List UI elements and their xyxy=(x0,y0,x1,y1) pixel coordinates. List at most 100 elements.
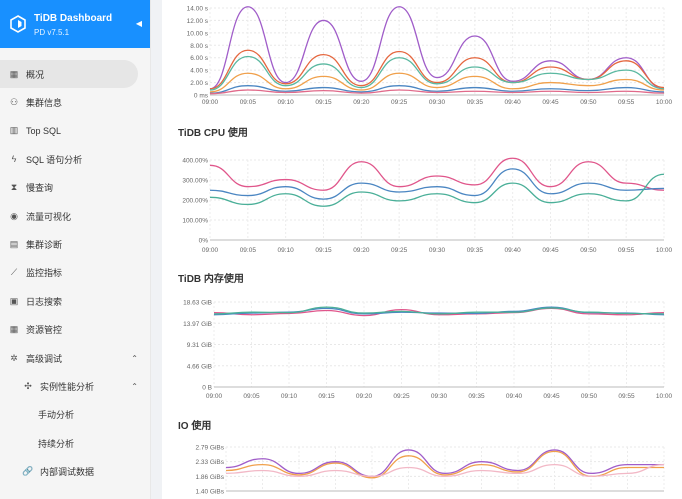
x-tick-label: 09:20 xyxy=(353,247,370,254)
x-tick-label: 09:25 xyxy=(391,247,408,254)
x-tick-label: 09:40 xyxy=(505,99,522,106)
sidebar-item-key-visualizer[interactable]: ◉ 流量可视化 xyxy=(0,202,150,230)
y-tick-label: 0% xyxy=(199,238,209,245)
x-tick-label: 09:45 xyxy=(543,393,560,400)
x-tick-label: 09:15 xyxy=(315,99,332,106)
sidebar-item-advanced-debug[interactable]: ✲ 高级调试 ⌃ xyxy=(0,344,150,372)
x-tick-label: 09:10 xyxy=(278,99,295,106)
y-tick-label: 0 B xyxy=(202,385,212,392)
sidebar-item-label: 概况 xyxy=(26,69,45,80)
series-line xyxy=(209,157,665,191)
series-line xyxy=(209,72,665,93)
x-tick-label: 09:30 xyxy=(431,393,448,400)
x-tick-label: 10:00 xyxy=(656,99,673,106)
y-tick-label: 2.33 GiBs xyxy=(195,459,224,466)
y-tick-label: 8.00 s xyxy=(190,43,208,50)
sidebar-item-label: 集群信息 xyxy=(26,98,63,109)
settings-icon: ✣ xyxy=(24,380,32,391)
resource-icon: ▦ xyxy=(9,324,19,335)
sidebar-item-diagnose[interactable]: ▤ 集群诊断 xyxy=(0,230,150,258)
tidb-logo-icon xyxy=(10,15,26,33)
cluster-icon: ⚇ xyxy=(9,97,19,108)
series-line xyxy=(213,307,665,317)
x-tick-label: 09:10 xyxy=(278,247,295,254)
series-line xyxy=(209,55,665,91)
y-tick-label: 400.00% xyxy=(182,158,208,165)
series-line xyxy=(225,463,665,477)
sidebar-item-instance-profiling[interactable]: ✣ 实例性能分析 ⌃ xyxy=(0,372,150,400)
sidebar: TiDB Dashboard PD v7.5.1 ◀ ▦ 概况 ⚇ 集群信息 ▥ To… xyxy=(0,0,151,499)
x-tick-label: 09:35 xyxy=(467,99,484,106)
brand-version: PD v7.5.1 xyxy=(34,28,70,37)
sidebar-item-label: 资源管控 xyxy=(26,325,63,336)
x-tick-label: 09:05 xyxy=(240,99,257,106)
x-tick-label: 10:00 xyxy=(656,393,673,400)
sidebar-item-label: SQL 语句分析 xyxy=(26,154,83,165)
document-icon: ▤ xyxy=(9,239,19,250)
collapse-sidebar-icon[interactable]: ◀ xyxy=(135,19,142,28)
series-line xyxy=(225,449,664,477)
brand-header: TiDB Dashboard PD v7.5.1 ◀ xyxy=(0,0,150,48)
x-tick-label: 09:15 xyxy=(315,247,332,254)
series-line xyxy=(209,168,665,200)
main-content: TiDB CPU 使用 TiDB 内存使用 IO 使用 14.00 s 12.00… xyxy=(162,0,682,499)
y-tick-label: 0 ms xyxy=(194,93,209,100)
x-tick-label: 09:55 xyxy=(618,99,635,106)
chart-title-memory: TiDB 内存使用 xyxy=(178,274,244,285)
log-icon: ▣ xyxy=(9,295,19,306)
x-tick-label: 09:00 xyxy=(202,99,219,106)
x-tick-label: 09:05 xyxy=(240,247,257,254)
link-icon: 🔗 xyxy=(22,466,34,477)
sidebar-item-label: Top SQL xyxy=(26,125,62,136)
sidebar-item-log-search[interactable]: ▣ 日志搜索 xyxy=(0,287,150,315)
sidebar-item-label: 高级调试 xyxy=(26,353,63,364)
x-tick-label: 09:50 xyxy=(581,393,598,400)
x-tick-label: 09:20 xyxy=(353,99,370,106)
x-tick-label: 10:00 xyxy=(656,247,673,254)
y-tick-label: 10.00 s xyxy=(187,30,209,37)
x-tick-label: 09:10 xyxy=(281,393,298,400)
sidebar-item-label: 集群诊断 xyxy=(26,240,63,251)
sidebar-item-top-sql[interactable]: ▥ Top SQL xyxy=(0,117,150,145)
x-tick-label: 09:55 xyxy=(618,247,635,254)
sidebar-item-manual-profiling[interactable]: 手动分析 xyxy=(0,401,150,429)
sidebar-item-monitoring[interactable]: ⟋ 监控指标 xyxy=(0,259,150,287)
series-line xyxy=(209,89,665,95)
y-tick-label: 18.63 GiB xyxy=(183,300,212,307)
sidebar-item-label: 慢查询 xyxy=(26,183,54,194)
sidebar-item-label: 实例性能分析 xyxy=(40,381,95,392)
sidebar-item-cluster-info[interactable]: ⚇ 集群信息 xyxy=(0,88,150,116)
sidebar-item-sql-statements[interactable]: ϟ SQL 语句分析 xyxy=(0,145,150,173)
x-tick-label: 09:00 xyxy=(206,393,223,400)
y-tick-label: 2.79 GiBs xyxy=(195,445,224,452)
x-tick-label: 09:25 xyxy=(393,393,410,400)
sidebar-menu: ▦ 概况 ⚇ 集群信息 ▥ Top SQL ϟ SQL 语句分析 ⧗ 慢查询 ◉ 流量可视化… xyxy=(0,60,150,486)
sidebar-item-debug-api[interactable]: 🔗 内部调试数据 xyxy=(0,457,150,485)
x-tick-label: 09:00 xyxy=(202,247,219,254)
eye-icon: ◉ xyxy=(10,210,18,221)
x-tick-label: 09:40 xyxy=(506,393,523,400)
sidebar-item-label: 日志搜索 xyxy=(26,296,63,307)
x-tick-label: 09:30 xyxy=(429,99,446,106)
series-line xyxy=(209,85,665,94)
sidebar-item-slow-query[interactable]: ⧗ 慢查询 xyxy=(0,174,150,202)
sidebar-item-resource-manager[interactable]: ▦ 资源管控 xyxy=(0,316,150,344)
sidebar-item-label: 流量可视化 xyxy=(26,211,72,222)
sidebar-item-label: 持续分析 xyxy=(38,438,75,449)
sidebar-item-overview[interactable]: ▦ 概况 xyxy=(0,60,138,89)
x-tick-label: 09:50 xyxy=(580,99,597,106)
y-tick-label: 200.00% xyxy=(182,198,208,205)
x-tick-label: 09:50 xyxy=(580,247,597,254)
series-line xyxy=(213,306,665,315)
x-tick-label: 09:05 xyxy=(243,393,260,400)
sidebar-item-continuous-profiling[interactable]: 持续分析 xyxy=(0,429,150,457)
x-tick-label: 09:30 xyxy=(429,247,446,254)
x-tick-label: 09:40 xyxy=(505,247,522,254)
y-tick-label: 14.00 s xyxy=(187,6,209,13)
x-tick-label: 09:25 xyxy=(391,99,408,106)
chevron-up-icon: ⌃ xyxy=(131,353,138,363)
chart-title-cpu: TiDB CPU 使用 xyxy=(178,128,248,139)
y-tick-label: 100.00% xyxy=(182,218,208,225)
x-tick-label: 09:15 xyxy=(318,393,335,400)
series-line xyxy=(209,173,665,207)
